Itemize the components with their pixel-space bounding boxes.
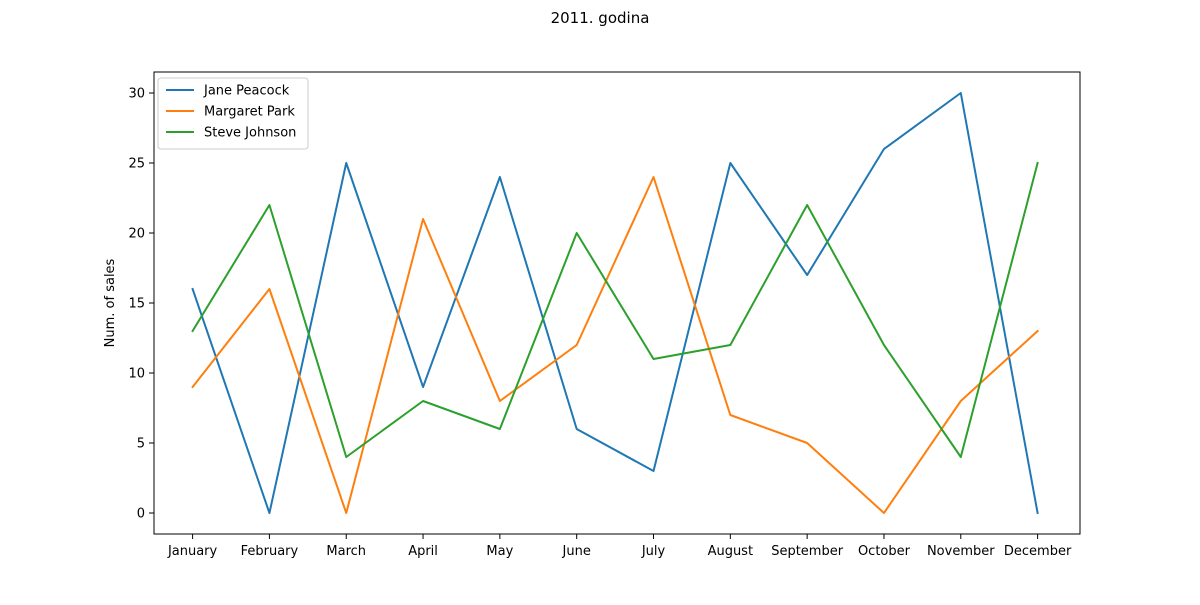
plot-area: [153, 71, 1081, 535]
legend-label: Jane Peacock: [203, 84, 290, 99]
chart-title: 2011. godina: [551, 9, 650, 27]
y-tick-label: 20: [128, 227, 145, 242]
y-tick-label: 5: [137, 437, 145, 452]
x-tick-label: February: [241, 544, 299, 559]
x-tick-label: March: [326, 544, 366, 559]
series-layer: [191, 92, 1040, 515]
x-tick-label: November: [927, 544, 995, 559]
x-tick-label: September: [771, 544, 844, 559]
series-line-jane-peacock: [191, 92, 1039, 515]
x-tick-label: July: [641, 544, 666, 559]
legend-box: [157, 77, 309, 150]
x-tick-label: May: [486, 544, 513, 559]
y-tick-label: 25: [128, 157, 145, 172]
y-axis: 0 5 10 15 20 25 30: [128, 87, 154, 522]
legend-label: Margaret Park: [204, 105, 295, 120]
x-tick-label: January: [167, 544, 218, 559]
x-tick-label: August: [708, 544, 754, 559]
y-tick-label: 15: [128, 297, 145, 312]
y-tick-label: 10: [128, 367, 145, 382]
series-line-margaret-park: [191, 176, 1040, 514]
series-line-steve-johnson: [191, 161, 1039, 458]
x-tick-label: October: [858, 544, 911, 559]
y-axis-label: Num. of sales: [103, 258, 118, 347]
x-tick-label: April: [408, 544, 438, 559]
x-axis: January February March April May June July Augu…: [167, 534, 1072, 559]
plot-frame: [153, 71, 1081, 535]
legend-label: Steve Johnson: [204, 126, 296, 141]
x-tick-label: June: [562, 544, 591, 559]
y-tick-label: 0: [137, 507, 145, 522]
y-tick-label: 30: [128, 87, 145, 102]
x-tick-label: December: [1004, 544, 1072, 559]
legend: Jane Peacock Margaret Park Steve Johnson: [157, 77, 309, 150]
